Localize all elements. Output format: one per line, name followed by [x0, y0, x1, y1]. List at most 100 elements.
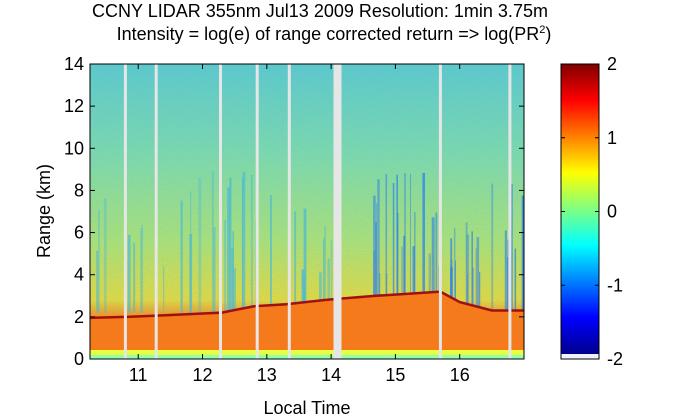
- signal-streak: [465, 222, 468, 313]
- signal-streak: [401, 246, 403, 313]
- data-gaps: [123, 64, 512, 359]
- signal-streak: [323, 238, 325, 313]
- data-gap: [219, 64, 222, 359]
- signal-streak: [514, 248, 517, 313]
- signal-streak: [377, 179, 380, 313]
- x-tick-label: 15: [385, 365, 405, 385]
- signal-streak: [229, 177, 232, 313]
- signal-streak: [453, 228, 456, 313]
- signal-streak: [471, 231, 473, 313]
- x-axis-label: Local Time: [263, 398, 350, 418]
- signal-streak: [303, 208, 307, 313]
- colorbar-ticks: 2 1 0 -1 -2: [561, 54, 623, 369]
- x-tick-label: 12: [193, 365, 213, 385]
- signal-streak: [396, 174, 398, 313]
- colorbar-bottom-cap: [561, 354, 599, 359]
- signal-streak: [241, 177, 244, 313]
- x-tick-label: 13: [257, 365, 277, 385]
- signal-streak: [227, 187, 231, 313]
- subtitle-suffix: ): [545, 24, 552, 44]
- data-gap: [438, 64, 442, 359]
- signal-streak: [375, 222, 377, 313]
- signal-streak: [428, 253, 432, 313]
- x-tick-label: 16: [450, 365, 470, 385]
- surface-layer-band-bottom: [90, 355, 524, 359]
- signal-streak: [294, 211, 297, 313]
- data-gap: [123, 64, 127, 359]
- signal-streak: [270, 195, 272, 313]
- y-tick-label: 4: [74, 265, 84, 285]
- colorbar-tick-label: 0: [607, 202, 617, 222]
- signal-streak: [96, 250, 99, 313]
- signal-streak: [476, 237, 480, 313]
- signal-streak: [375, 203, 378, 313]
- signal-streak: [475, 248, 477, 313]
- signal-streak: [491, 183, 494, 313]
- signal-streak: [466, 234, 470, 313]
- signal-streak: [385, 273, 388, 313]
- signal-streak: [392, 183, 395, 313]
- signal-streak: [455, 260, 456, 313]
- colorbar-tick-label: -1: [607, 275, 623, 295]
- signal-streak: [521, 195, 524, 313]
- signal-streak: [327, 258, 330, 313]
- signal-streak: [403, 235, 406, 313]
- y-tick-label: 8: [74, 180, 84, 200]
- y-tick-label: 12: [64, 96, 84, 116]
- signal-streak: [414, 212, 416, 313]
- x-axis-ticks: 11 12 13 14 15 16: [129, 64, 470, 385]
- data-gap: [508, 64, 512, 359]
- y-tick-label: 6: [74, 223, 84, 243]
- y-tick-label: 14: [64, 54, 84, 74]
- signal-streak: [301, 269, 305, 313]
- signal-streak: [404, 173, 406, 313]
- x-tick-label: 11: [129, 365, 148, 385]
- chart-title-text: CCNY LIDAR 355nm Jul13 2009 Resolution: …: [92, 1, 548, 21]
- plot-frame: [89, 63, 525, 360]
- boundary-layer-fill: [90, 291, 524, 359]
- y-tick-label: 10: [64, 138, 84, 158]
- data-gap: [154, 64, 158, 359]
- data-gap: [255, 64, 259, 359]
- colorbar-gradient: [561, 64, 599, 354]
- signal-streak: [211, 170, 214, 313]
- signal-streak: [133, 242, 136, 313]
- signal-streak: [319, 272, 322, 313]
- signal-streak: [373, 195, 376, 313]
- signal-streak: [379, 273, 381, 313]
- colorbar: 2 1 0 -1 -2: [560, 54, 623, 369]
- signal-streak: [198, 177, 202, 313]
- colorbar-tick-label: -2: [607, 349, 623, 369]
- signal-streak: [140, 228, 143, 313]
- signal-streak: [422, 172, 425, 313]
- data-gap: [333, 64, 342, 359]
- data-gap: [287, 64, 291, 359]
- signal-streak: [232, 231, 234, 313]
- signal-streak: [504, 230, 507, 313]
- chart-subtitle: Intensity = log(e) of range corrected re…: [14, 24, 654, 45]
- signal-streak: [98, 209, 100, 313]
- signal-streak: [103, 198, 107, 313]
- signal-streak: [431, 217, 435, 313]
- y-tick-label: 2: [74, 307, 84, 327]
- signal-streak: [412, 246, 415, 313]
- signal-streak: [330, 240, 333, 313]
- signal-streak: [180, 200, 183, 313]
- signal-streak: [507, 257, 508, 313]
- plot-area: [90, 64, 524, 359]
- subtitle-prefix: Intensity = log(e) of range corrected re…: [116, 24, 540, 44]
- signal-streak: [250, 174, 253, 313]
- signal-streak: [507, 239, 510, 313]
- signal-streak: [324, 226, 326, 313]
- y-axis-label: Range (km): [34, 164, 54, 258]
- signal-streak: [213, 227, 216, 313]
- signal-streak: [435, 212, 438, 313]
- signal-streak: [224, 219, 227, 313]
- signal-streak: [163, 266, 165, 313]
- signal-streak: [127, 234, 131, 313]
- subtitle-superscript: 2: [539, 24, 546, 36]
- chart-title: CCNY LIDAR 355nm Jul13 2009 Resolution: …: [0, 1, 640, 22]
- boundary-layer-top: [90, 290, 524, 320]
- signal-streak: [233, 268, 236, 313]
